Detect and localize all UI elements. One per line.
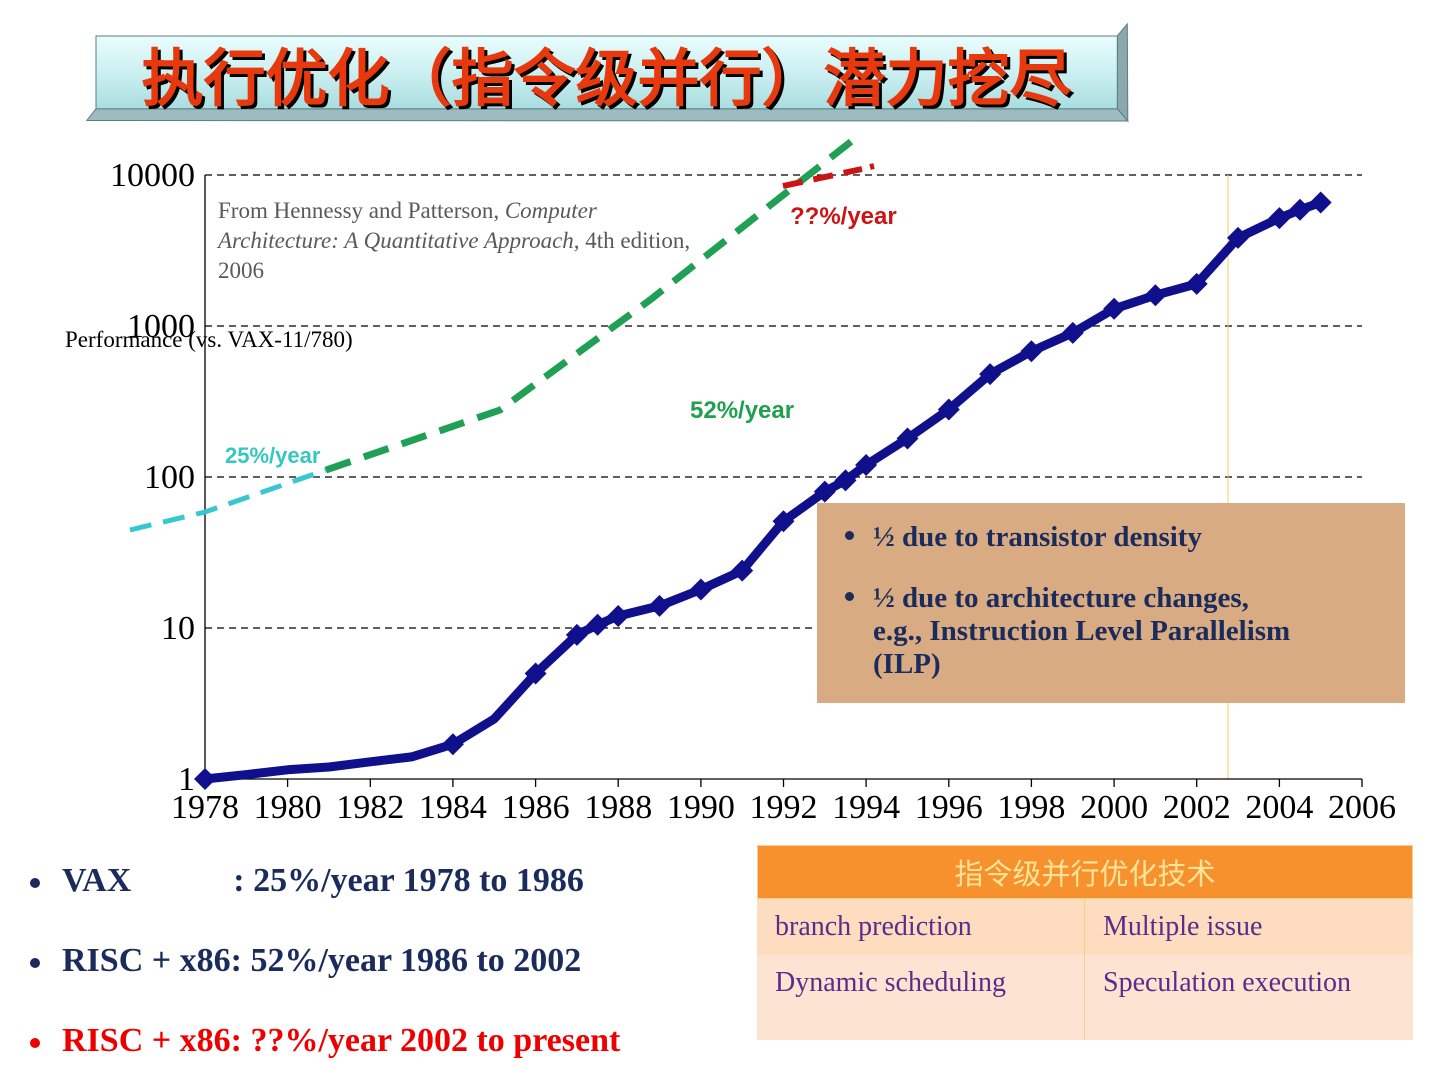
svg-text:1978: 1978 [171,789,239,826]
svg-text:25%/year: 25%/year [225,443,321,468]
svg-text:Architecture: A Quantitative A: Architecture: A Quantitative Approach, 4… [216,228,690,253]
svg-text:1988: 1988 [584,789,652,826]
svg-text:100: 100 [144,459,195,496]
svg-text:10000: 10000 [110,157,195,194]
svg-text:2006: 2006 [218,258,264,283]
svg-text:2006: 2006 [1328,789,1396,826]
svg-text:2002: 2002 [1163,789,1231,826]
svg-text:1998: 1998 [997,789,1065,826]
svg-text:10: 10 [161,610,195,647]
svg-text:1996: 1996 [915,789,983,826]
svg-text:1992: 1992 [750,789,818,826]
svg-text:1980: 1980 [254,789,322,826]
svg-text:Performance (vs. VAX-11/780): Performance (vs. VAX-11/780) [65,327,353,352]
svg-text:1990: 1990 [667,789,735,826]
svg-text:1986: 1986 [502,789,570,826]
svg-text:1984: 1984 [419,789,487,826]
svg-text:2000: 2000 [1080,789,1148,826]
svg-text:??%/year: ??%/year [790,203,897,230]
svg-text:2004: 2004 [1245,789,1313,826]
svg-text:52%/year: 52%/year [690,397,794,424]
svg-text:1982: 1982 [336,789,404,826]
svg-text:From Hennessy and Patterson, C: From Hennessy and Patterson, Computer [218,198,598,223]
svg-text:1994: 1994 [832,789,900,826]
